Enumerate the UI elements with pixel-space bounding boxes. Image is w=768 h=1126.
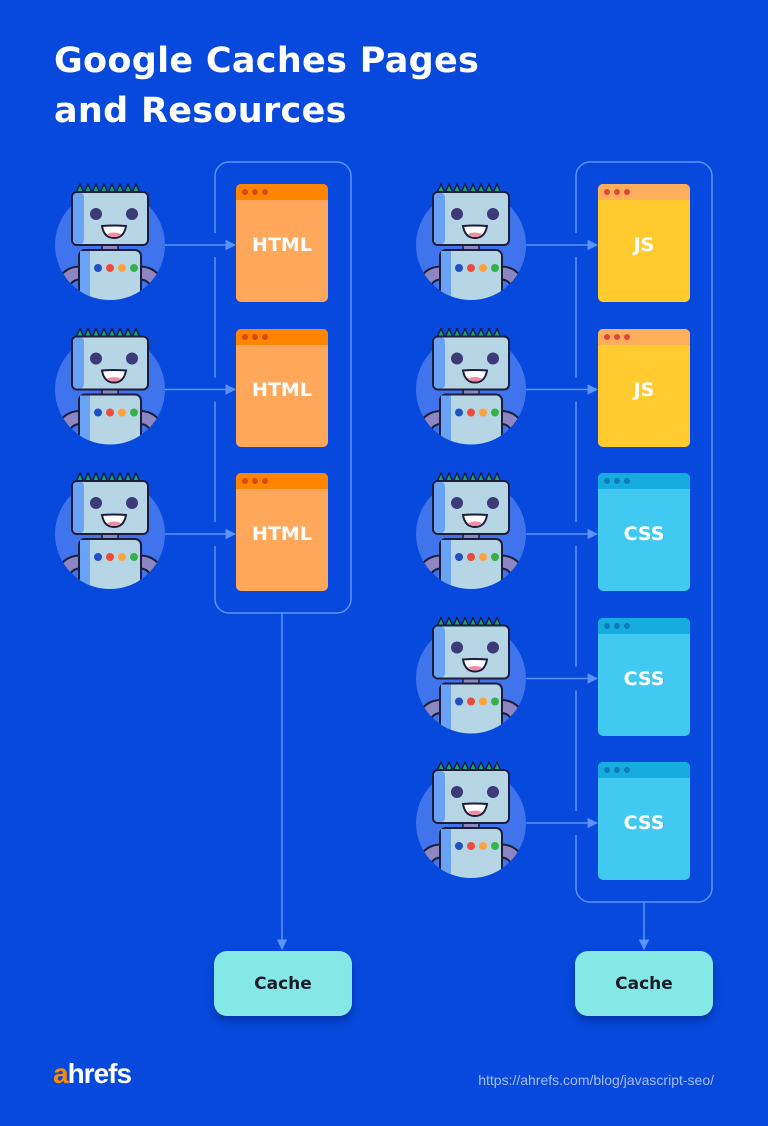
window-title-bar [598,473,690,489]
window-dot-icon [604,189,610,195]
window-dot-icon [624,333,630,340]
file-type-label: JS [633,378,655,401]
googlebot-robot-icon [55,329,165,465]
window-dot-icon [262,478,268,484]
html-file-card: HTML [236,473,328,591]
css-file-card: CSS [598,473,690,591]
file-type-label: HTML [252,234,312,256]
googlebot-robot-icon [416,184,526,320]
cache-label: Cache [615,973,673,994]
googlebot-robot-icon [55,184,165,320]
window-dot-icon [614,622,620,629]
window-dot-icon [624,767,630,773]
googlebot-robot-icon [416,473,526,609]
window-dot-icon [252,333,258,340]
window-dot-icon [262,333,268,340]
title-line-2: and Resources [54,91,347,131]
window-dot-icon [604,478,610,484]
googlebot-robot-icon [416,329,526,465]
js-file-card: JS [598,184,690,302]
window-title-bar [598,762,690,778]
file-type-label: HTML [252,523,312,545]
title-line-1: Google Caches Pages [54,41,480,81]
html-file-card: HTML [236,328,328,447]
window-title-bar [598,328,690,345]
window-dot-icon [242,333,248,340]
window-dot-icon [614,333,620,340]
file-type-label: CSS [623,667,665,690]
googlebot-robot-icon [416,618,526,754]
window-title-bar [236,473,328,489]
window-title-bar [236,184,328,200]
css-file-card: CSS [598,762,690,880]
window-dot-icon [624,622,630,629]
window-dot-icon [624,189,630,195]
googlebot-robot-icon [55,473,165,609]
window-dot-icon [614,478,620,484]
cache-label: Cache [254,973,312,994]
window-dot-icon [604,333,610,340]
window-dot-icon [604,767,610,773]
file-type-label: CSS [623,523,665,545]
window-title-bar [598,617,690,634]
window-dot-icon [604,622,610,629]
window-dot-icon [624,478,630,484]
window-title-bar [598,184,690,200]
css-file-card: CSS [598,617,690,736]
source-url: https://ahrefs.com/blog/javascript-seo/ [478,1072,714,1088]
window-dot-icon [242,189,248,195]
window-dot-icon [614,189,620,195]
window-title-bar [236,328,328,345]
cache-box-right: Cache [575,951,713,1016]
window-dot-icon [262,189,268,195]
js-file-card: JS [598,328,690,447]
googlebot-robot-icon [416,762,526,898]
window-dot-icon [242,478,248,484]
html-file-card: HTML [236,184,328,302]
window-dot-icon [252,189,258,195]
file-type-label: HTML [252,378,312,401]
window-dot-icon [252,478,258,484]
cache-box-left: Cache [214,951,352,1016]
file-type-label: CSS [623,812,665,834]
page-title: Google Caches Pages and Resources [54,36,479,136]
file-type-label: JS [633,234,655,256]
window-dot-icon [614,767,620,773]
ahrefs-logo: ahrefs [53,1058,132,1089]
